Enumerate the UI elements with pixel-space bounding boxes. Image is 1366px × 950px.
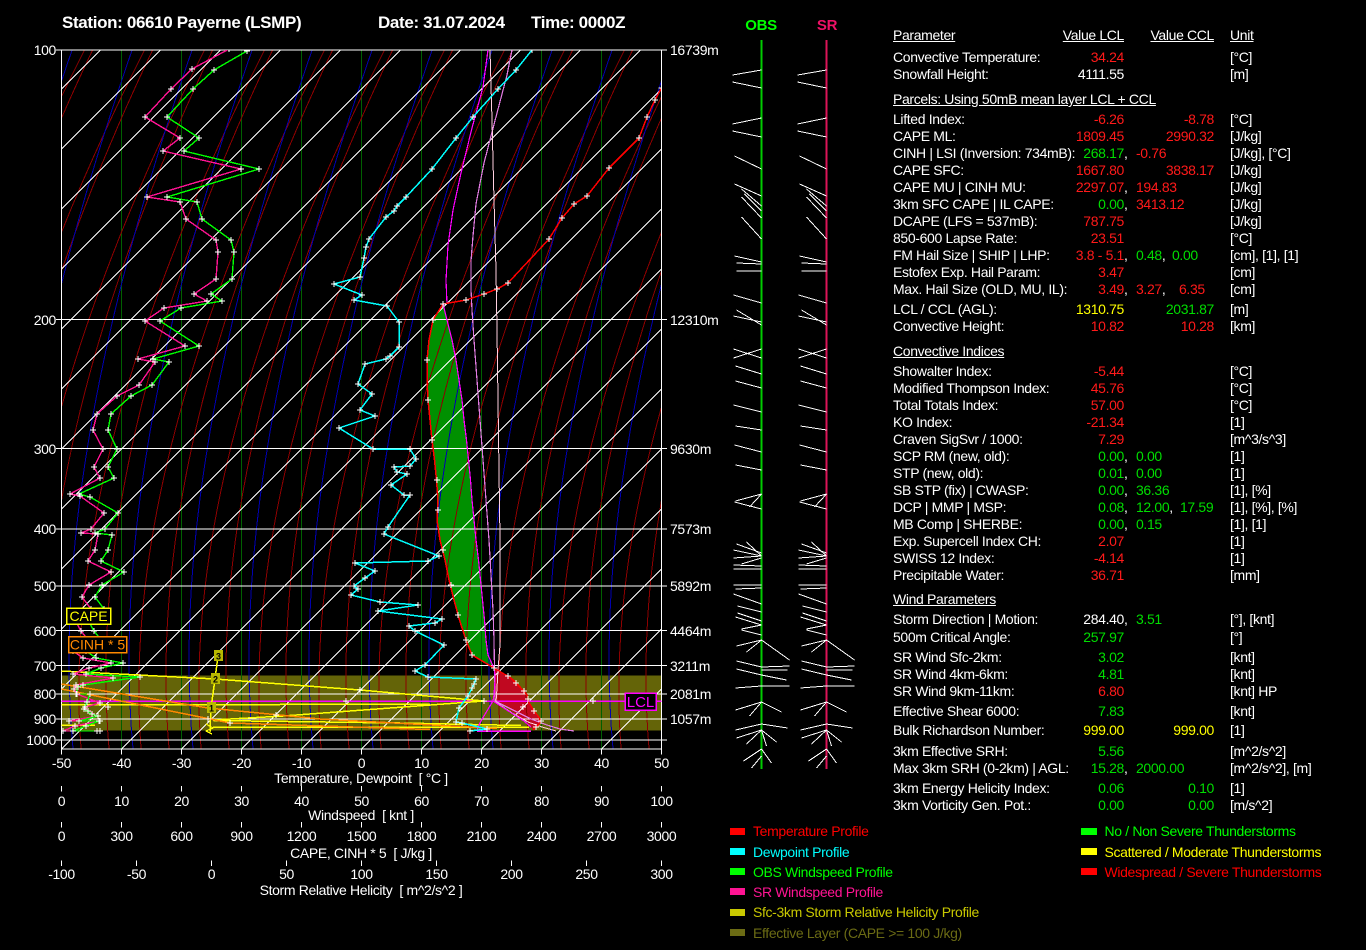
svg-text:LCL: LCL: [627, 694, 655, 711]
svg-text:CINH * 5: CINH * 5: [70, 637, 125, 653]
svg-text:1: 1: [209, 704, 214, 714]
svg-text:3: 3: [216, 652, 221, 662]
svg-text:CAPE: CAPE: [69, 608, 107, 624]
svg-text:2: 2: [213, 675, 218, 685]
